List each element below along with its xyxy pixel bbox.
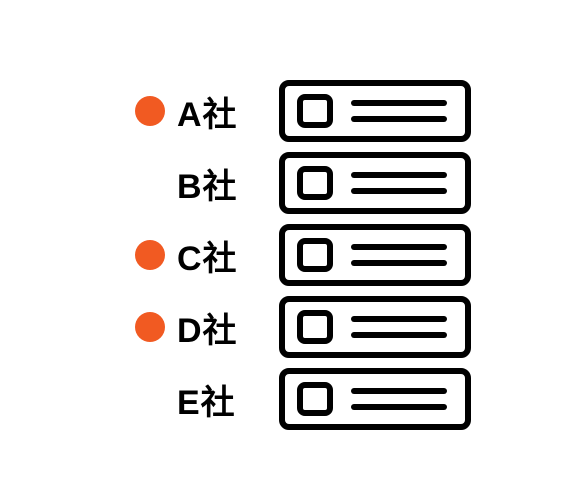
company-label: C社 bbox=[177, 231, 257, 280]
server-port-icon bbox=[297, 238, 333, 272]
highlight-marker-icon bbox=[135, 312, 165, 342]
server-lines-icon bbox=[351, 388, 453, 410]
server-lines-icon bbox=[351, 100, 453, 122]
company-server-diagram: A社 B社 C社 bbox=[135, 75, 471, 435]
company-label: E社 bbox=[177, 375, 257, 424]
marker-placeholder bbox=[135, 384, 165, 414]
server-unit-icon bbox=[279, 368, 471, 430]
server-port-icon bbox=[297, 94, 333, 128]
company-row: B社 bbox=[135, 147, 471, 219]
company-row: A社 bbox=[135, 75, 471, 147]
company-row: C社 bbox=[135, 219, 471, 291]
company-row: D社 bbox=[135, 291, 471, 363]
company-row: E社 bbox=[135, 363, 471, 435]
server-port-icon bbox=[297, 310, 333, 344]
company-label: D社 bbox=[177, 303, 257, 352]
company-label: B社 bbox=[177, 159, 257, 208]
server-port-icon bbox=[297, 166, 333, 200]
server-lines-icon bbox=[351, 316, 453, 338]
marker-placeholder bbox=[135, 168, 165, 198]
highlight-marker-icon bbox=[135, 96, 165, 126]
server-unit-icon bbox=[279, 224, 471, 286]
server-unit-icon bbox=[279, 296, 471, 358]
server-lines-icon bbox=[351, 244, 453, 266]
server-unit-icon bbox=[279, 80, 471, 142]
server-port-icon bbox=[297, 382, 333, 416]
highlight-marker-icon bbox=[135, 240, 165, 270]
server-unit-icon bbox=[279, 152, 471, 214]
server-lines-icon bbox=[351, 172, 453, 194]
company-label: A社 bbox=[177, 87, 257, 136]
